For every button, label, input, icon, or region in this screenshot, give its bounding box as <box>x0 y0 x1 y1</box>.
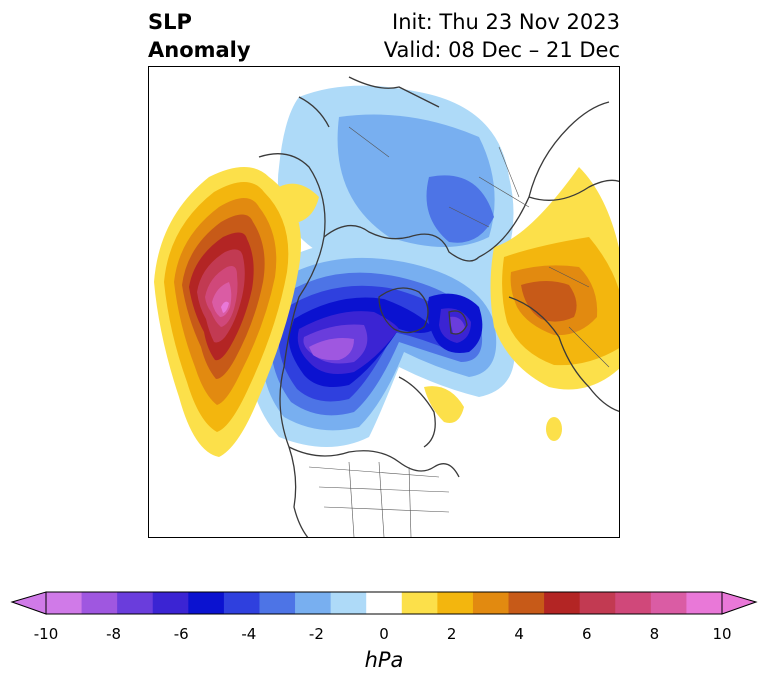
colorbar-segment <box>437 592 474 614</box>
colorbar-segment <box>117 592 154 614</box>
colorbar-tick-label: -8 <box>106 625 122 643</box>
colorbar-segment <box>686 592 723 614</box>
valid-dates: Valid: 08 Dec – 21 Dec <box>383 38 620 62</box>
colorbar-tick-label: 0 <box>379 625 389 643</box>
colorbar-segment <box>615 592 652 614</box>
colorbar-segment <box>81 592 118 614</box>
colorbar-tick-label: 4 <box>514 625 524 643</box>
country-borders <box>308 126 610 537</box>
colorbar-segment <box>295 592 332 614</box>
colorbar-segment <box>401 592 438 614</box>
colorbar-segment <box>223 592 260 614</box>
colorbar-segment <box>508 592 545 614</box>
map-panel <box>148 66 620 538</box>
colorbar-segment <box>188 592 225 614</box>
colorbar-over-triangle <box>721 591 758 615</box>
colorbar-segment <box>579 592 616 614</box>
colorbar-segment <box>152 592 189 614</box>
colorbar-segment <box>330 592 367 614</box>
date-info: Init: Thu 23 Nov 2023 Valid: 08 Dec – 21… <box>384 8 620 64</box>
colorbar-tick-label: -2 <box>308 625 324 643</box>
positive-anomaly-siberia <box>279 167 619 441</box>
colorbar-segment <box>366 592 403 614</box>
coastlines <box>258 76 619 537</box>
colorbar-outline <box>45 591 723 615</box>
positive-anomaly-pacific <box>154 167 301 457</box>
negative-anomaly-central <box>248 241 515 447</box>
colorbar-under-triangle <box>10 591 47 615</box>
map-title: SLP Anomaly <box>148 8 251 64</box>
colorbar-segment <box>46 592 83 614</box>
colorbar-segment <box>259 592 296 614</box>
colorbar-units: hPa <box>364 648 404 672</box>
colorbar-segment <box>544 592 581 614</box>
colorbar-tick-label: -6 <box>173 625 189 643</box>
colorbar-tick-label: -10 <box>33 625 59 643</box>
colorbar-tick-label: 10 <box>712 625 732 643</box>
title-variable: SLP <box>148 10 192 34</box>
colorbar-tick-label: 6 <box>582 625 592 643</box>
colorbar <box>10 591 758 615</box>
title-variable-2: Anomaly <box>148 38 251 62</box>
colorbar-tick-label: 8 <box>649 625 660 643</box>
colorbar-segment <box>650 592 687 614</box>
colorbar-segments <box>46 592 723 614</box>
init-date: Init: Thu 23 Nov 2023 <box>392 10 620 34</box>
colorbar-tick-label: 2 <box>446 625 457 643</box>
colorbar-tick-label: -4 <box>241 625 257 643</box>
anomaly-map <box>154 76 619 537</box>
colorbar-segment <box>472 592 510 614</box>
